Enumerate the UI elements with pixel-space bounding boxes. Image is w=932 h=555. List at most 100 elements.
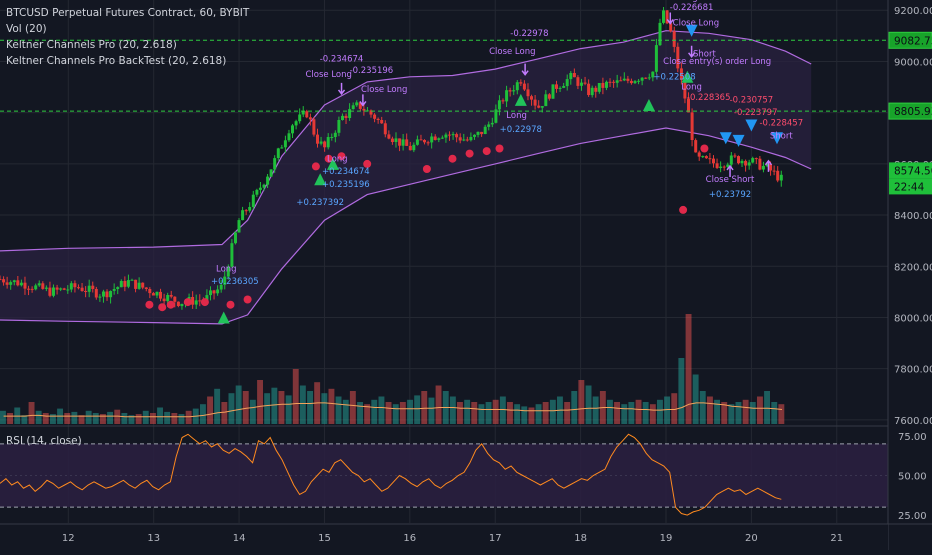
candle-body (212, 290, 216, 294)
volume-bar (585, 385, 592, 424)
volume-bar (542, 402, 549, 424)
close-long-arrow (337, 82, 346, 96)
volume-bar (685, 314, 692, 424)
stop-dot (324, 154, 333, 163)
price-badge-bg (888, 31, 932, 49)
price-badge-text: 8805.93 (894, 106, 932, 118)
candle-body (123, 281, 127, 287)
volume-bar (714, 399, 720, 424)
volume-bar (0, 410, 6, 424)
stop-dot (482, 147, 491, 156)
candle-body (9, 282, 13, 285)
volume-bar (299, 385, 306, 424)
volume-bar (757, 396, 763, 424)
indicator-keltner-backtest[interactable]: Keltner Channels Pro BackTest (20, 2.618… (6, 55, 227, 67)
candle-body (526, 89, 530, 97)
trade-annotation-label: -0.228365 (687, 93, 731, 103)
trade-annotation-label: +0.237392 (296, 198, 344, 208)
rsi-pane (0, 433, 888, 516)
volume-bar (242, 391, 249, 424)
short-entry-triangle (685, 24, 698, 37)
long-entry-triangle (217, 311, 230, 324)
stop-dot (158, 303, 167, 312)
candle-body (169, 295, 173, 297)
symbol-title[interactable]: BTCUSD Perpetual Futures Contract, 60, B… (6, 7, 250, 19)
candle-body (241, 210, 245, 221)
candle-body (148, 289, 152, 294)
stop-dot (679, 205, 688, 214)
candle-body (398, 138, 402, 146)
candle-body (23, 282, 27, 289)
price-tick-label: 9000.00 (894, 57, 932, 68)
volume-bar (50, 414, 56, 424)
candle-body (287, 133, 291, 141)
candle-body (69, 283, 73, 290)
volume-bar (178, 414, 185, 424)
volume-bar (578, 380, 585, 424)
candle-body (2, 279, 6, 283)
volume-bar (414, 395, 421, 424)
candle-body (587, 83, 591, 95)
candle-body (683, 79, 687, 99)
candle-body (166, 295, 170, 302)
trade-annotation-label: +0.22508 (653, 72, 695, 82)
volume-bar (78, 415, 85, 424)
candle-body (387, 134, 391, 139)
candle-body (258, 187, 262, 190)
candle-body (37, 283, 41, 286)
candle-body (234, 232, 237, 244)
volume-bar (385, 402, 392, 424)
time-tick-label: 18 (574, 533, 587, 544)
trade-annotation-label: +0.234674 (322, 167, 370, 177)
long-entry-triangle (642, 98, 655, 111)
indicator-keltner[interactable]: Keltner Channels Pro (20, 2.618) (6, 39, 177, 51)
candle-body (266, 176, 270, 185)
price-tick-label: 8200.00 (894, 262, 932, 273)
time-tick-label: 19 (660, 533, 673, 544)
candle-body (191, 297, 195, 305)
candle-body (415, 139, 419, 145)
candle-body (144, 287, 148, 289)
volume-bar (64, 413, 71, 424)
candle-body (647, 77, 651, 79)
candle-body (251, 194, 255, 207)
candle-body (508, 90, 512, 92)
candle-body (712, 158, 715, 164)
candle-body (137, 282, 141, 289)
trade-annotation-label: Long (216, 264, 237, 274)
volume-bar (307, 391, 313, 424)
price-badge-bg (889, 178, 932, 195)
indicator-vol[interactable]: Vol (20) (6, 23, 47, 35)
volume-bar (592, 396, 599, 424)
candle-body (729, 155, 733, 165)
trade-annotation-label: Close Long (651, 0, 697, 3)
candle-body (505, 90, 509, 102)
close-long-arrow (666, 12, 674, 25)
close-short-arrow (726, 164, 734, 177)
volume-bar (349, 391, 356, 424)
candle-body (316, 134, 319, 144)
price-badge-text: 8574.50 (894, 165, 932, 177)
volume-bar (128, 415, 135, 424)
candle-body (544, 94, 548, 107)
close-long-arrow (359, 94, 367, 107)
close-short-arrow (764, 159, 773, 172)
stop-dot (243, 295, 252, 304)
volume-bar (207, 396, 213, 424)
volume-bar (185, 410, 192, 424)
stop-dot (495, 144, 504, 153)
trade-annotation-label: -0.22978 (510, 29, 548, 39)
candle-body (394, 138, 398, 142)
rsi-legend[interactable]: RSI (14, close) (6, 435, 82, 447)
volume-bar (264, 393, 271, 424)
keltner-channel (0, 30, 812, 325)
candle-body (555, 84, 558, 89)
trade-annotation-label: Close Long (361, 85, 407, 95)
candle-body (490, 122, 494, 125)
volume-bar (707, 396, 713, 424)
candle-body (754, 158, 758, 160)
candle-body (194, 300, 198, 305)
candle-body (654, 45, 658, 72)
